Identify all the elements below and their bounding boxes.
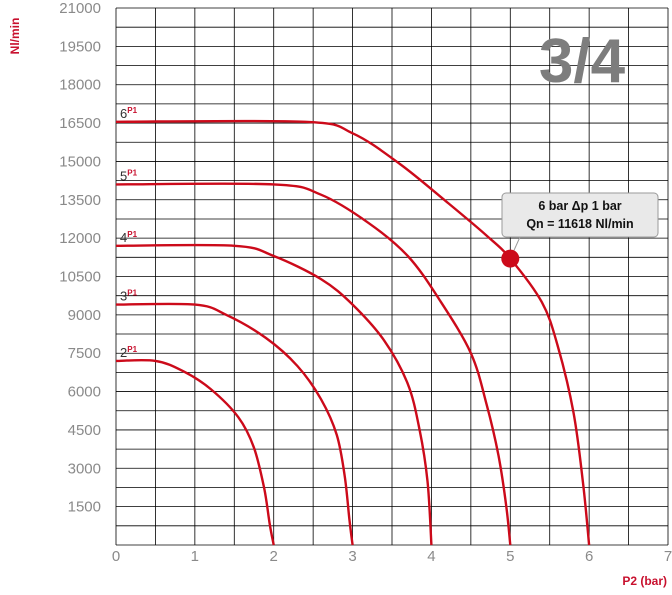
x-tick-label: 4 (427, 548, 435, 565)
x-axis-label: P2 (bar) (622, 574, 667, 588)
curve-p1-6 (115, 119, 591, 546)
curve-label-p1-2: 2P1 (120, 345, 138, 360)
curve-p1-2 (115, 358, 275, 546)
y-tick-label: 16500 (59, 115, 101, 132)
y-tick-label: 6000 (68, 384, 101, 401)
y-tick-label: 18000 (59, 77, 101, 94)
curve-label-p1-3: 3P1 (120, 289, 138, 304)
curve-labels: 2P1 3P1 4P1 5P1 6P1 (120, 106, 138, 360)
y-tick-label: 7500 (68, 345, 101, 362)
x-tick-label: 0 (112, 548, 120, 565)
y-tick-label: 9000 (68, 307, 101, 324)
highlight-point (501, 249, 520, 268)
callout-line-2: Qn = 11618 Nl/min (526, 217, 633, 231)
curve-label-sup: P1 (127, 106, 137, 115)
curve-p1-5 (115, 182, 512, 546)
curve-label-sup: P1 (127, 230, 137, 239)
curve-label-sup: P1 (127, 289, 137, 298)
x-tick-label: 3 (348, 548, 356, 565)
callout-box (501, 192, 659, 238)
y-tick-label: 15000 (59, 153, 101, 170)
highlight-layer (501, 236, 521, 268)
y-axis-label: Nl/min (8, 18, 22, 55)
y-tick-label: 21000 (59, 0, 101, 17)
y-tick-label: 19500 (59, 38, 101, 55)
curve-p1-4 (115, 243, 433, 546)
x-tick-label: 7 (664, 548, 672, 565)
x-tick-label: 2 (270, 548, 278, 565)
y-tick-label: 10500 (59, 269, 101, 286)
curve-label-p1-4: 4P1 (120, 230, 138, 245)
callout-line-1: 6 bar Δp 1 bar (538, 199, 621, 213)
y-tick-label: 3000 (68, 460, 101, 477)
size-badge: 3/4 (539, 27, 626, 96)
x-tick-label: 1 (191, 548, 199, 565)
y-tick-label: 4500 (68, 422, 101, 439)
curve-label-sup: P1 (127, 345, 137, 354)
curves (115, 119, 591, 546)
curve-p1-3 (115, 302, 354, 546)
callout: 6 bar Δp 1 bar Qn = 11618 Nl/min (501, 192, 659, 238)
x-tick-label: 6 (585, 548, 593, 565)
y-tick-label: 13500 (59, 192, 101, 209)
grid (115, 7, 669, 546)
x-tick-label: 5 (506, 548, 514, 565)
curve-label-p1-5: 5P1 (120, 168, 138, 183)
curve-label-sup: P1 (127, 168, 137, 177)
y-tick-label: 1500 (68, 499, 101, 516)
y-tick-label: 12000 (59, 230, 101, 247)
axis-ticks: 1500 3000 4500 6000 7500 9000 10500 12000 13500 1… (59, 0, 672, 565)
curve-label-p1-6: 6P1 (120, 106, 138, 121)
